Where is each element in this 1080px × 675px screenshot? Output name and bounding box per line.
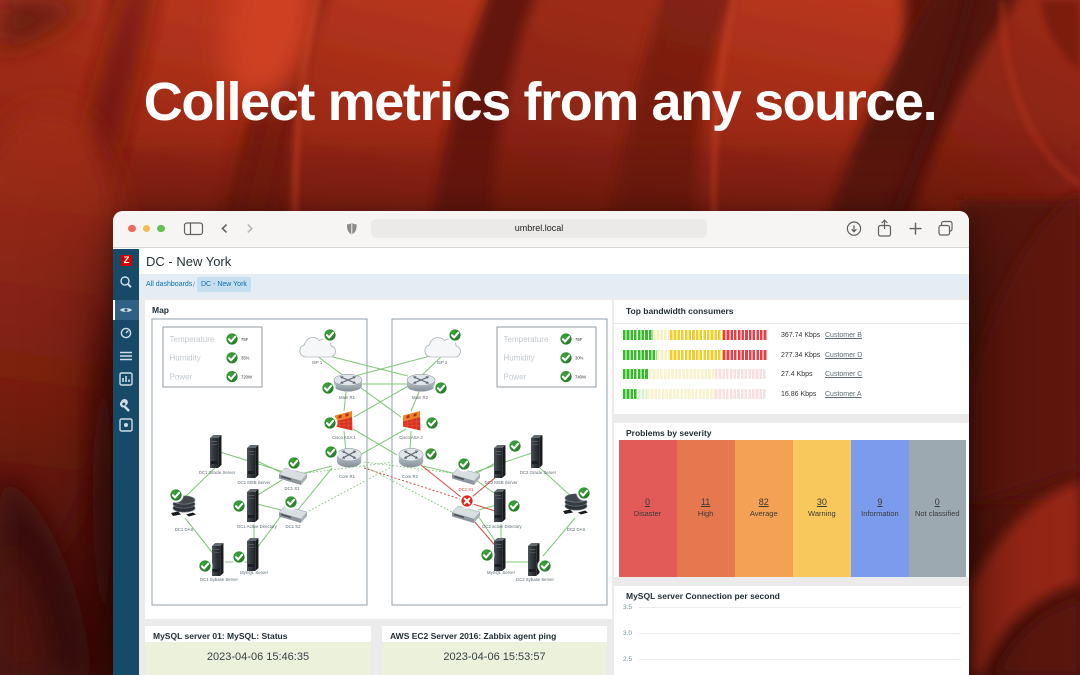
- svg-text:Main R2: Main R2: [412, 395, 429, 400]
- svg-text:DC2 S1: DC2 S1: [458, 487, 474, 492]
- svg-text:Core R2: Core R2: [402, 474, 419, 479]
- svg-text:ISP 2: ISP 2: [437, 360, 448, 365]
- svg-text:35%: 35%: [241, 356, 250, 361]
- svg-text:DC1 S1: DC1 S1: [284, 486, 300, 491]
- svg-text:720W: 720W: [241, 374, 252, 379]
- svg-text:30%: 30%: [575, 356, 584, 361]
- svg-text:Power: Power: [170, 373, 193, 382]
- svg-text:Cisco ASA 2: Cisco ASA 2: [399, 435, 423, 440]
- svg-text:DC1 DAS: DC1 DAS: [175, 527, 194, 532]
- svg-text:DC2 Oracle Server: DC2 Oracle Server: [520, 470, 557, 475]
- svg-text:DC1 MSB Server: DC1 MSB Server: [238, 480, 272, 485]
- svg-text:ISP 1: ISP 1: [312, 360, 323, 365]
- svg-text:Humidity: Humidity: [170, 354, 201, 363]
- svg-text:DC2 active Directory: DC2 active Directory: [482, 524, 522, 529]
- svg-text:Humidity: Humidity: [504, 354, 535, 363]
- svg-text:DC1 Sybase Server: DC1 Sybase Server: [200, 577, 239, 582]
- svg-text:DC1 Active Directory: DC1 Active Directory: [237, 524, 277, 529]
- svg-text:DC2 Sybase Server: DC2 Sybase Server: [516, 577, 555, 582]
- svg-text:DC1 Oracle Server: DC1 Oracle Server: [199, 470, 236, 475]
- svg-text:Cisco ASA 1: Cisco ASA 1: [332, 435, 356, 440]
- svg-text:76F: 76F: [575, 337, 583, 342]
- svg-text:DC2 DAS: DC2 DAS: [567, 527, 586, 532]
- svg-text:Temperature: Temperature: [504, 335, 549, 344]
- svg-text:Main R1: Main R1: [339, 395, 356, 400]
- svg-text:DC1 S2: DC1 S2: [285, 524, 301, 529]
- svg-text:Core R1: Core R1: [339, 474, 356, 479]
- svg-text:MySQL Server: MySQL Server: [487, 570, 516, 575]
- svg-text:75F: 75F: [241, 337, 249, 342]
- svg-text:DC2 MSB Server: DC2 MSB Server: [485, 480, 519, 485]
- svg-text:Temperature: Temperature: [170, 335, 215, 344]
- svg-text:Power: Power: [504, 373, 527, 382]
- svg-text:MySQL Server: MySQL Server: [240, 570, 269, 575]
- svg-text:740W: 740W: [575, 374, 586, 379]
